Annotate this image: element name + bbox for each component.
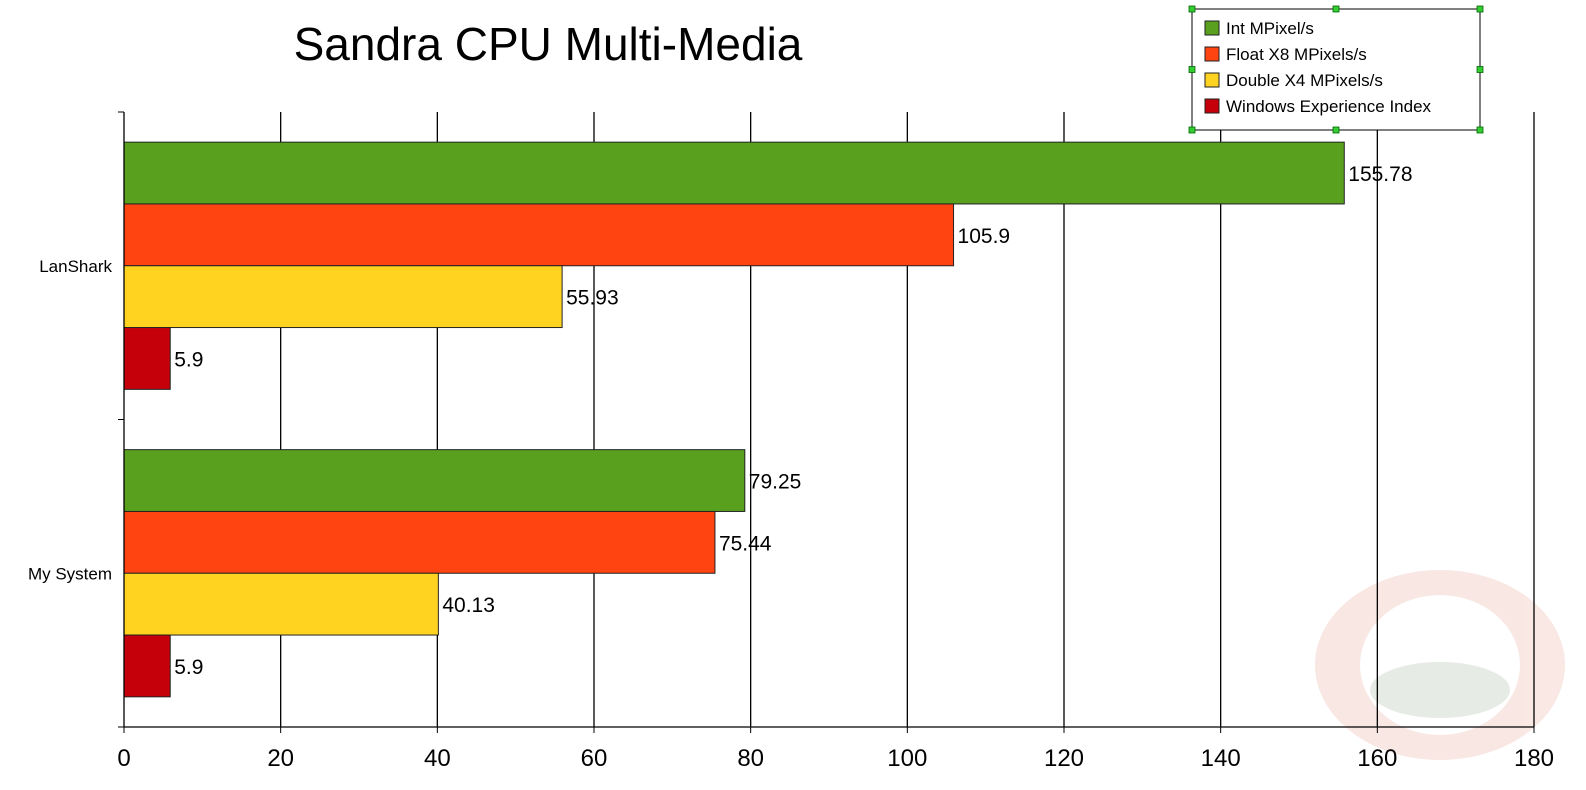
x-tick-label: 120 <box>1044 745 1084 772</box>
legend-swatch <box>1204 46 1220 62</box>
legend-resize-handle[interactable] <box>1188 5 1196 13</box>
legend-resize-handle[interactable] <box>1332 5 1340 13</box>
watermark-logo <box>1315 570 1565 760</box>
x-tick-label: 0 <box>117 745 130 772</box>
legend-resize-handle[interactable] <box>1476 66 1484 73</box>
chart-title: Sandra CPU Multi-Media <box>294 18 803 70</box>
bar <box>123 203 955 267</box>
x-tick-label: 160 <box>1357 745 1397 772</box>
legend-resize-handle[interactable] <box>1188 126 1196 134</box>
axes: 0 20 40 60 80 100 120 140 160 180 LanShark My Syste… <box>28 111 1554 772</box>
data-label: 105.9 <box>958 225 1011 248</box>
bar <box>123 634 171 698</box>
data-label: 5.9 <box>174 656 203 679</box>
x-tick-label: 60 <box>581 745 608 772</box>
legend-label: Int MPixel/s <box>1226 19 1314 38</box>
x-tick-label: 20 <box>267 745 294 772</box>
data-label: 40.13 <box>442 594 495 617</box>
x-tick-label: 80 <box>737 745 764 772</box>
bar <box>123 510 716 574</box>
legend[interactable]: Int MPixel/s Float X8 MPixels/s Double X4 … <box>1188 5 1484 134</box>
bar <box>123 327 171 390</box>
legend-swatch <box>1204 20 1220 36</box>
legend-resize-handle[interactable] <box>1332 126 1340 134</box>
data-label: 155.78 <box>1348 163 1412 186</box>
data-label: 79.25 <box>749 471 802 494</box>
category-label: My System <box>28 564 112 583</box>
legend-label: Windows Experience Index <box>1226 97 1432 116</box>
bar <box>123 265 563 329</box>
data-label: 75.44 <box>719 532 772 555</box>
bars: 155.78 105.9 55.93 5.9 79.25 75.44 40.13 5.9 <box>123 141 1413 698</box>
bar <box>123 449 746 512</box>
x-tick-label: 40 <box>424 745 451 772</box>
legend-resize-handle[interactable] <box>1476 5 1484 13</box>
legend-resize-handle[interactable] <box>1476 126 1484 134</box>
bar <box>123 572 439 636</box>
x-tick-label: 100 <box>887 745 927 772</box>
category-label: LanShark <box>39 257 112 276</box>
legend-label: Double X4 MPixels/s <box>1226 71 1383 90</box>
x-tick-label: 180 <box>1514 745 1554 772</box>
data-label: 5.9 <box>174 348 203 371</box>
data-label: 55.93 <box>566 287 619 310</box>
legend-swatch <box>1204 72 1220 88</box>
x-tick-label: 140 <box>1201 745 1241 772</box>
legend-box <box>1191 8 1481 131</box>
legend-resize-handle[interactable] <box>1188 66 1196 73</box>
legend-swatch <box>1204 98 1220 114</box>
bar <box>123 141 1345 205</box>
legend-label: Float X8 MPixels/s <box>1226 45 1367 64</box>
